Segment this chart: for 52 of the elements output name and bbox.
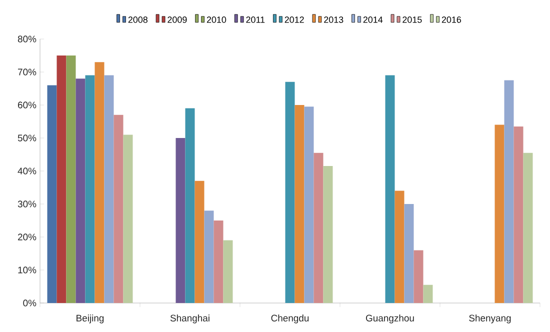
y-tick-label: 0% (23, 300, 36, 306)
x-tick-label: Chengdu (271, 314, 309, 324)
bar (194, 180, 204, 303)
bar (494, 124, 504, 303)
legend-label: 2013 (324, 16, 344, 23)
bar (304, 106, 314, 303)
bar (56, 56, 66, 303)
y-tick-label: 50% (18, 134, 36, 142)
bar (385, 75, 395, 303)
legend-label: 2014 (363, 16, 383, 23)
bar (123, 134, 133, 303)
legend-label: 2010 (206, 16, 226, 23)
bar (176, 138, 186, 303)
bar (404, 204, 414, 303)
bar (94, 62, 104, 303)
bar (523, 152, 533, 303)
x-tick-label: Shenyang (469, 314, 511, 324)
bar (85, 75, 95, 303)
bar (504, 80, 514, 303)
legend-label: 2009 (168, 16, 187, 23)
bar (66, 56, 76, 303)
y-tick-label: 30% (18, 200, 36, 208)
bar (514, 126, 524, 303)
y-tick-label: 60% (18, 102, 36, 108)
bar (185, 108, 195, 303)
bar (214, 220, 224, 303)
bar (314, 152, 324, 303)
legend-label: 2012 (284, 16, 304, 23)
legend-label: 2016 (442, 16, 462, 23)
bar (285, 82, 295, 303)
y-tick-label: 20% (18, 234, 36, 240)
bar (323, 166, 333, 303)
bar (294, 105, 304, 303)
y-tick-label: 10% (18, 266, 36, 274)
bar (414, 250, 424, 303)
bar (423, 284, 433, 303)
y-tick-label: 80% (18, 36, 36, 42)
legend-label: 2015 (402, 16, 422, 23)
legend-label: 2011 (246, 16, 265, 23)
x-tick-label: Guangzhou (366, 314, 414, 324)
y-tick-label: 70% (18, 68, 36, 76)
bar (204, 210, 214, 303)
bar (394, 190, 404, 303)
bar (223, 240, 233, 303)
x-tick-label: Shanghai (170, 314, 210, 324)
bar (76, 78, 86, 303)
x-tick-label: Beijing (76, 314, 104, 324)
y-tick-label: 40% (18, 168, 36, 174)
bar (47, 85, 57, 303)
bar (104, 75, 114, 303)
bar (114, 114, 124, 303)
legend-label: 2008 (128, 16, 148, 23)
